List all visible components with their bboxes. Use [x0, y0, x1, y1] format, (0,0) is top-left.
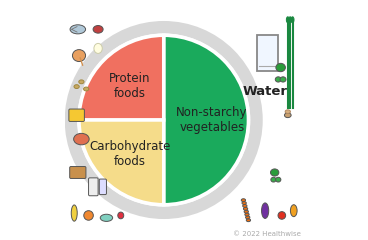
FancyBboxPatch shape: [257, 35, 278, 71]
Ellipse shape: [262, 203, 269, 218]
Ellipse shape: [245, 213, 249, 216]
Ellipse shape: [276, 177, 281, 182]
FancyBboxPatch shape: [89, 178, 98, 196]
Ellipse shape: [79, 80, 84, 84]
Ellipse shape: [72, 50, 86, 61]
Text: Non-starchy
vegetables: Non-starchy vegetables: [176, 106, 248, 134]
Ellipse shape: [275, 77, 281, 82]
Ellipse shape: [70, 25, 86, 34]
Wedge shape: [164, 35, 248, 205]
Ellipse shape: [270, 169, 279, 176]
Ellipse shape: [243, 204, 247, 207]
Ellipse shape: [246, 219, 251, 222]
Ellipse shape: [245, 216, 250, 219]
Ellipse shape: [74, 133, 89, 145]
Ellipse shape: [242, 202, 246, 204]
Ellipse shape: [241, 199, 245, 202]
Ellipse shape: [118, 212, 124, 219]
Ellipse shape: [271, 177, 276, 182]
FancyBboxPatch shape: [69, 109, 84, 121]
Wedge shape: [79, 35, 164, 120]
Ellipse shape: [278, 212, 286, 219]
Ellipse shape: [284, 113, 291, 118]
Circle shape: [77, 33, 250, 207]
Ellipse shape: [94, 43, 102, 54]
Ellipse shape: [100, 214, 113, 222]
Ellipse shape: [71, 205, 77, 221]
Ellipse shape: [243, 207, 248, 210]
Ellipse shape: [285, 110, 290, 114]
Ellipse shape: [93, 25, 103, 33]
Text: Water: Water: [243, 85, 288, 98]
Text: Protein
foods: Protein foods: [109, 72, 150, 100]
Ellipse shape: [84, 87, 89, 91]
Ellipse shape: [289, 17, 291, 23]
FancyBboxPatch shape: [99, 179, 106, 195]
Text: Carbohydrate
foods: Carbohydrate foods: [89, 140, 170, 168]
Text: © 2022 Healthwise: © 2022 Healthwise: [233, 231, 301, 237]
Ellipse shape: [244, 210, 248, 213]
Ellipse shape: [291, 17, 294, 23]
FancyBboxPatch shape: [70, 167, 86, 179]
Ellipse shape: [280, 77, 286, 82]
Ellipse shape: [286, 17, 289, 23]
Circle shape: [65, 21, 263, 219]
Ellipse shape: [84, 211, 93, 220]
Wedge shape: [79, 120, 164, 205]
Ellipse shape: [290, 205, 297, 217]
Ellipse shape: [276, 63, 286, 72]
Ellipse shape: [74, 85, 79, 89]
